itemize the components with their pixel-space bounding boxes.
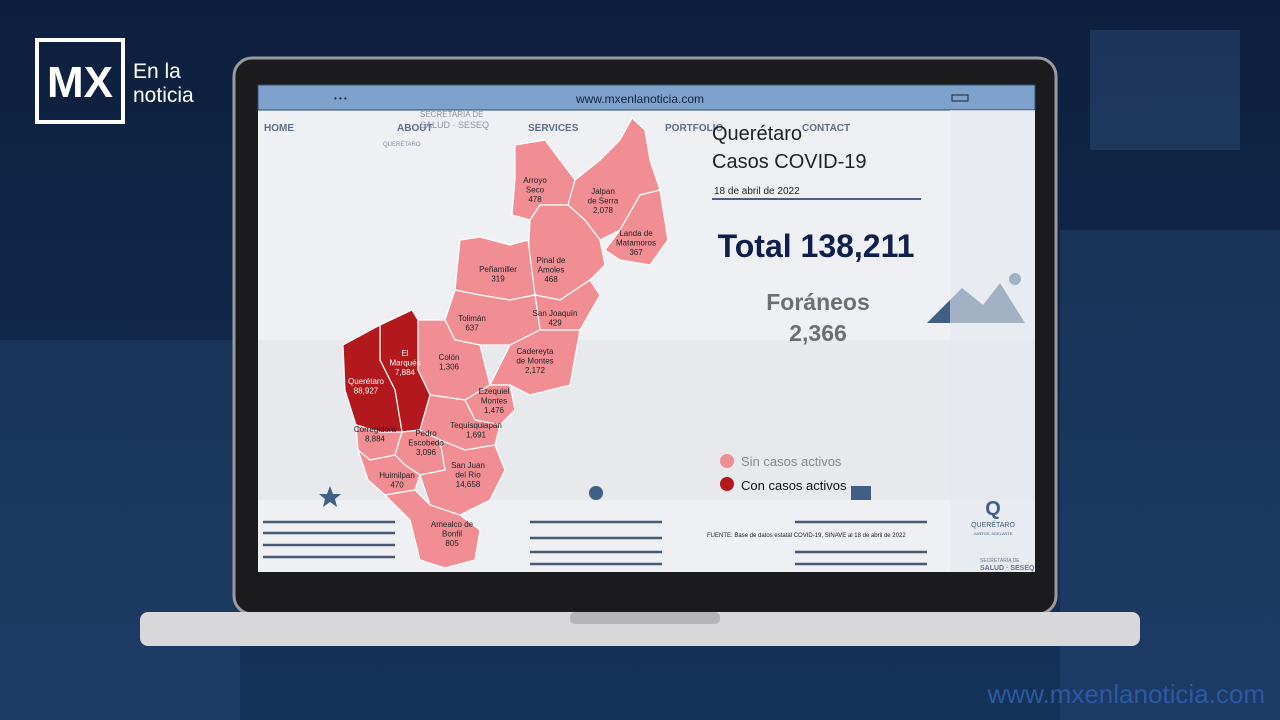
municipality-name: de Montes <box>516 357 553 366</box>
municipality-cases: 3,096 <box>416 448 437 457</box>
brand-frame <box>35 38 125 124</box>
municipality-name: Cadereyta <box>517 347 554 356</box>
municipality-cases: 88,927 <box>354 387 379 396</box>
municipality-name: Peñamiller <box>479 265 517 274</box>
window-dots: • • • <box>334 94 347 103</box>
municipality-name: Tolimán <box>458 314 486 323</box>
nav-item[interactable]: SERVICES <box>528 123 579 134</box>
municipality-cases: 1,306 <box>439 363 460 372</box>
total-value: 138,211 <box>801 228 915 264</box>
municipality-name: Tequisquiapan <box>450 421 502 430</box>
footer-icons <box>319 486 871 507</box>
municipality-cases: 8,884 <box>365 435 386 444</box>
municipality <box>419 439 506 516</box>
source: FUENTE: Base de datos estatal COVID-19, … <box>707 533 906 539</box>
municipality-cases: 468 <box>544 275 558 284</box>
municipality-name: Corregidora <box>354 425 397 434</box>
laptop-notch <box>570 612 720 624</box>
legend-label: Sin casos activos <box>741 454 842 469</box>
municipality-name: Amealco de <box>431 520 474 529</box>
municipality-name: Landa de <box>619 229 653 238</box>
municipality-name: Pinal de <box>537 256 566 265</box>
header-logo-sub: QUERÉTARO <box>383 141 421 148</box>
municipality-name: Escobedo <box>408 439 444 448</box>
legend-label: Con casos activos <box>741 478 847 493</box>
municipality <box>383 489 481 569</box>
menu-icon <box>951 94 969 102</box>
watermark: www.mxenlanoticia.com <box>987 679 1265 709</box>
footer-lines <box>263 520 927 566</box>
brand-name: noticia <box>133 84 194 107</box>
municipality-name: El <box>401 349 408 358</box>
municipality-name: Ezequiel <box>479 387 510 396</box>
municipality-name: San Juan <box>451 461 485 470</box>
municipality-name: Jalpan <box>591 187 615 196</box>
municipality-name: Colón <box>439 353 460 362</box>
municipality-cases: 2,172 <box>525 366 546 375</box>
total-label: Total <box>718 228 792 264</box>
side-logo-tagline: JUNTOS, ADELANTE <box>973 531 1012 536</box>
nav-item[interactable]: CONTACT <box>802 123 850 134</box>
side-panel <box>950 110 1035 572</box>
municipality-cases: 2,078 <box>593 206 614 215</box>
header-logo: SALUD · SESEQ <box>420 120 489 130</box>
url: www.mxenlanoticia.com <box>575 92 704 106</box>
municipality-cases: 367 <box>629 248 643 257</box>
nav-item[interactable]: ABOUT <box>397 123 433 134</box>
side-logo-line: SALUD · SESEQ <box>980 565 1035 572</box>
municipality-name: San Joaquín <box>533 309 578 318</box>
foraneos-value: 2,366 <box>789 320 847 346</box>
municipality-name: de Serra <box>588 197 619 206</box>
site-nav: HOME ABOUT SERVICES PORTFOLIO CONTACT <box>264 123 850 134</box>
municipality-cases: 478 <box>528 195 542 204</box>
municipality-name: Bonfil <box>442 530 462 539</box>
municipality-cases: 637 <box>465 324 479 333</box>
municipality-name: Pedro <box>415 429 437 438</box>
legend-swatch <box>720 454 734 468</box>
brand-name: En la <box>133 60 181 83</box>
foraneos-label: Foráneos <box>766 289 870 315</box>
side-logo-letter: Q <box>985 498 1001 520</box>
nav-item[interactable]: HOME <box>264 123 294 134</box>
date: 18 de abril de 2022 <box>714 186 800 197</box>
browser-bar <box>257 84 1036 111</box>
municipality-cases: 319 <box>491 275 505 284</box>
municipality-cases: 7,884 <box>395 368 416 377</box>
municipality-name: Huimilpan <box>379 471 415 480</box>
side-logo-line: SECRETARÍA DE <box>980 557 1020 564</box>
municipality-cases: 805 <box>445 539 459 548</box>
municipality-cases: 429 <box>548 319 562 328</box>
side-logo-name: QUERÉTARO <box>971 520 1015 529</box>
municipality-cases: 1,691 <box>466 431 487 440</box>
laptop-base <box>140 612 1140 646</box>
nav-item[interactable]: PORTFOLIO <box>665 123 724 134</box>
municipality-name: Montes <box>481 397 507 406</box>
municipality-name: Amoles <box>538 266 565 275</box>
title: Querétaro <box>712 123 802 145</box>
building-silhouette <box>0 30 1280 720</box>
title: Casos COVID-19 <box>712 151 867 173</box>
header-logo: SECRETARÍA DE <box>420 110 483 119</box>
municipality <box>604 189 669 266</box>
municipality-name: Matamoros <box>616 239 656 248</box>
brand-logo: MX <box>47 58 113 107</box>
municipality-name: Querétaro <box>348 377 385 386</box>
municipality-name: Arroyo <box>523 176 547 185</box>
municipality-name: del Río <box>455 471 481 480</box>
municipality-cases: 14,658 <box>456 480 481 489</box>
legend-swatch <box>720 477 734 491</box>
municipality-cases: 470 <box>390 481 404 490</box>
municipality-name: Seco <box>526 186 545 195</box>
municipality-name: Marqués <box>389 359 420 368</box>
municipality-cases: 1,476 <box>484 406 505 415</box>
total: Total 138,211 <box>718 228 915 264</box>
